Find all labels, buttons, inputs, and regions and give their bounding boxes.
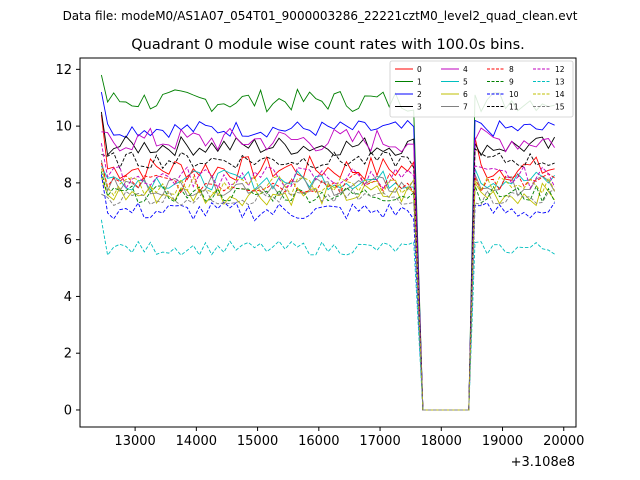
- legend-label-5: 5: [463, 77, 468, 86]
- figure-suptitle: Data file: modeM0/AS1A07_054T01_90000032…: [63, 9, 578, 23]
- series-line-3: [100, 111, 555, 411]
- y-tick-label: 12: [55, 63, 72, 78]
- series-layer: [100, 74, 556, 411]
- x-tick-label: 17000: [359, 434, 400, 449]
- legend-label-11: 11: [509, 102, 519, 111]
- series-line-7: [100, 160, 555, 411]
- x-axis: 13000 14000 15000 16000 17000 18000 19000 20000: [114, 427, 584, 449]
- y-tick-label: 0: [64, 403, 72, 418]
- legend-label-0: 0: [417, 65, 422, 74]
- legend-label-4: 4: [463, 65, 468, 74]
- y-tick-label: 6: [64, 233, 72, 248]
- series-line-9: [100, 171, 556, 411]
- legend-label-10: 10: [509, 90, 519, 99]
- x-tick-label: 15000: [237, 434, 278, 449]
- series-line-2: [100, 92, 555, 411]
- legend-label-3: 3: [417, 102, 422, 111]
- series-line-11: [101, 147, 555, 411]
- legend-label-9: 9: [509, 77, 514, 86]
- y-tick-label: 8: [64, 176, 72, 191]
- legend-label-8: 8: [509, 65, 514, 74]
- x-tick-label: 18000: [421, 434, 462, 449]
- legend-label-6: 6: [463, 90, 468, 99]
- x-tick-label: 20000: [543, 434, 584, 449]
- x-tick-label: 14000: [176, 434, 217, 449]
- legend-label-2: 2: [417, 90, 422, 99]
- legend-label-13: 13: [555, 77, 565, 86]
- legend-label-1: 1: [417, 77, 422, 86]
- series-line-14: [100, 168, 556, 411]
- legend-box: [389, 60, 574, 118]
- y-tick-label: 10: [55, 120, 72, 135]
- legend-label-7: 7: [463, 102, 468, 111]
- legend-label-15: 15: [555, 102, 565, 111]
- chart-title: Quadrant 0 module wise count rates with …: [131, 37, 525, 53]
- series-line-13: [100, 219, 555, 411]
- y-tick-label: 4: [64, 290, 72, 305]
- y-tick-label: 2: [64, 347, 72, 362]
- x-tick-label: 16000: [298, 434, 339, 449]
- series-line-8: [100, 162, 555, 411]
- series-line-12: [100, 143, 556, 411]
- x-tick-label: 19000: [482, 434, 523, 449]
- axes-frame: [79, 57, 577, 428]
- series-line-15: [101, 187, 555, 411]
- series-line-10: [100, 174, 555, 411]
- y-axis: 0 2 4 6 8 10 12: [55, 63, 80, 418]
- x-tick-label: 13000: [114, 434, 155, 449]
- legend-label-14: 14: [555, 90, 565, 99]
- series-line-0: [100, 114, 555, 411]
- x-offset-label: +3.108e8: [511, 455, 575, 470]
- series-line-4: [101, 127, 555, 411]
- series-line-6: [100, 177, 555, 411]
- plot-area: 13000 14000 15000 16000 17000 18000 19000 20000…: [55, 57, 584, 470]
- legend-label-12: 12: [555, 65, 565, 74]
